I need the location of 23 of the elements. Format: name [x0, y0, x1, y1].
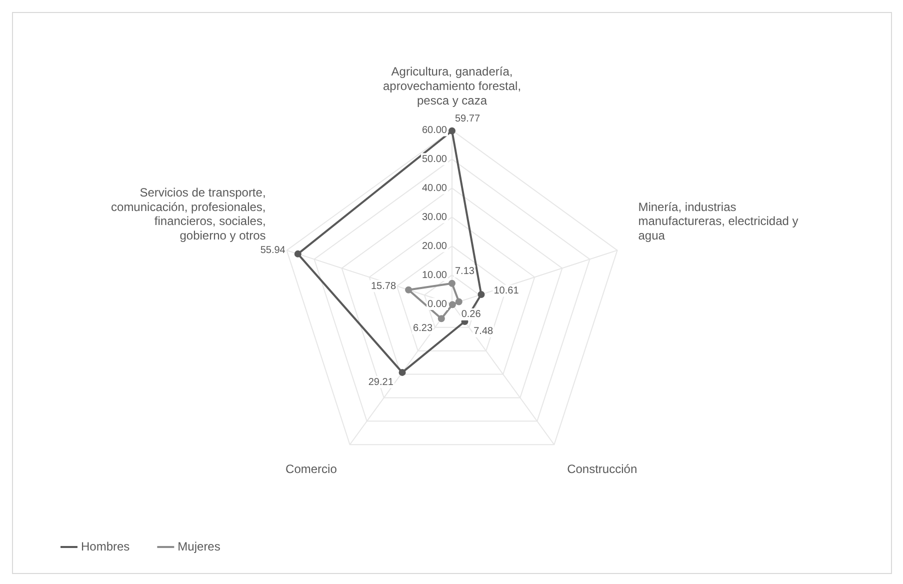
- y-tick-label: 60.00: [422, 124, 448, 136]
- data-label: 7.13: [455, 266, 475, 278]
- spoke-label: Minería, industrias manufactureras, electricidad y agua: [638, 200, 798, 243]
- spoke-label: Construcción: [567, 462, 638, 476]
- data-label: 55.94: [260, 244, 286, 256]
- y-tick-label: 20.00: [422, 240, 448, 252]
- data-label: 0.26: [461, 309, 482, 320]
- data-label: 15.78: [370, 280, 396, 292]
- data-label: 29.21: [368, 376, 394, 388]
- data-label: 10.61: [494, 286, 520, 297]
- data-label: 6.23: [413, 323, 433, 334]
- data-label: 7.48: [474, 326, 494, 337]
- y-tick-label: 30.00: [422, 212, 448, 223]
- spoke-label: Servicios de transporte, comunicación, profesionales, financieros, sociales, gobierno y otros: [111, 185, 266, 243]
- data-label: 59.77: [455, 114, 480, 125]
- legend-label: Hombres: [81, 539, 130, 554]
- y-tick-label: 40.00: [422, 182, 448, 194]
- y-tick-label: 50.00: [422, 154, 448, 165]
- spoke-label: Comercio: [286, 462, 338, 476]
- spoke-label: Agricultura, ganadería, aprovechamiento forestal, pesca y caza: [382, 64, 522, 108]
- y-tick-label: 10.00: [422, 270, 448, 281]
- y-tick-label: 0.00: [428, 298, 448, 310]
- legend-label: Mujeres: [178, 539, 220, 554]
